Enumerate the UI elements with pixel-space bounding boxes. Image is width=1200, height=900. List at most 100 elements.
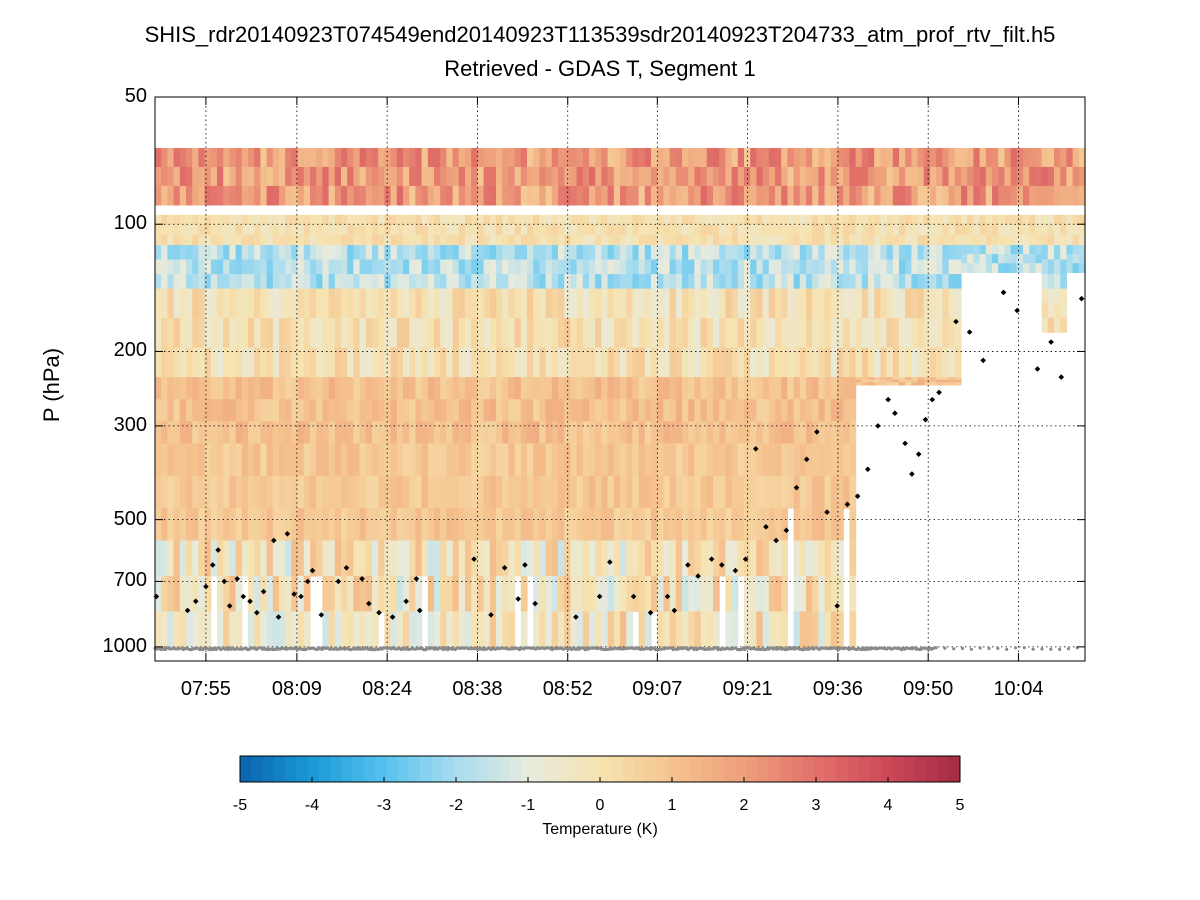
heatmap-cell <box>638 147 646 168</box>
heatmap-cell <box>254 288 261 319</box>
heatmap-cell <box>198 318 206 349</box>
heatmap-cell <box>886 245 894 261</box>
heatmap-cell <box>669 611 677 648</box>
colorbar-segment <box>937 756 950 782</box>
heatmap-cell <box>564 259 571 275</box>
heatmap-cell <box>849 475 857 509</box>
heatmap-cell <box>675 259 683 275</box>
heatmap-cell <box>942 166 950 187</box>
heatmap-cell <box>663 318 671 349</box>
heatmap-cell <box>489 185 497 206</box>
heatmap-cell <box>694 166 702 187</box>
heatmap-cell <box>179 611 187 648</box>
x-tick-label: 09:50 <box>903 678 954 700</box>
heatmap-cell <box>923 318 931 349</box>
heatmap-cell <box>508 288 516 319</box>
heatmap-cell <box>421 288 429 319</box>
heatmap-cell <box>229 611 237 648</box>
heatmap-cell <box>415 234 423 246</box>
heatmap-cell <box>291 318 299 349</box>
heatmap-cell <box>167 399 175 422</box>
heatmap-cell <box>1072 214 1080 226</box>
heatmap-cell <box>248 508 255 542</box>
heatmap-cell <box>607 475 615 509</box>
heatmap-cell <box>973 254 981 264</box>
heatmap-cell <box>434 185 441 206</box>
heatmap-cell <box>365 214 373 226</box>
heatmap-cell <box>297 166 305 187</box>
heatmap-cell <box>471 274 478 290</box>
heatmap-cell <box>279 540 286 577</box>
heatmap-cell <box>601 318 609 349</box>
heatmap-cell <box>204 245 212 261</box>
heatmap-cell <box>700 377 708 400</box>
heatmap-cell <box>799 185 807 206</box>
heatmap-cell <box>744 245 751 261</box>
heatmap-cell <box>793 214 801 226</box>
heatmap-cell <box>310 166 317 187</box>
heatmap-cell <box>713 274 720 290</box>
heatmap-cell <box>582 611 590 648</box>
heatmap-cell <box>651 288 658 319</box>
heatmap-cell <box>446 508 454 542</box>
cloud-top-point <box>793 484 800 491</box>
heatmap-cell <box>415 575 423 612</box>
heatmap-cell <box>806 540 813 577</box>
heatmap-cell <box>210 185 218 206</box>
heatmap-cell <box>1060 214 1067 226</box>
heatmap-cell <box>756 318 764 349</box>
heatmap-cell <box>545 475 553 509</box>
heatmap-cell <box>186 475 193 509</box>
heatmap-cell <box>849 540 857 577</box>
heatmap-cell <box>372 575 379 612</box>
heatmap-cell <box>365 166 373 187</box>
heatmap-cell <box>967 224 974 236</box>
heatmap-cell <box>911 382 919 386</box>
heatmap-cell <box>427 508 435 542</box>
heatmap-cell <box>161 185 168 206</box>
heatmap-cell <box>1066 263 1074 273</box>
heatmap-cell <box>663 377 671 400</box>
heatmap-cell <box>341 508 348 542</box>
heatmap-cell <box>248 185 255 206</box>
heatmap-cell <box>527 245 534 261</box>
heatmap-cell <box>799 475 807 509</box>
heatmap-cell <box>886 377 894 381</box>
heatmap-cell <box>353 443 361 477</box>
heatmap-cell <box>372 185 379 206</box>
heatmap-cell <box>514 234 522 246</box>
heatmap-cell <box>489 399 497 422</box>
heatmap-cell <box>930 382 937 386</box>
heatmap-cell <box>607 421 615 444</box>
heatmap-cell <box>576 288 584 319</box>
heatmap-cell <box>427 540 435 577</box>
heatmap-cell <box>527 421 534 444</box>
heatmap-cell <box>657 166 664 187</box>
heatmap-cell <box>638 166 646 187</box>
heatmap-cell <box>713 166 720 187</box>
heatmap-cell <box>948 379 956 383</box>
heatmap-cell <box>930 377 937 381</box>
heatmap-cell <box>837 214 844 226</box>
heatmap-cell <box>657 224 664 236</box>
heatmap-cell <box>775 347 782 378</box>
heatmap-cell <box>310 421 317 444</box>
heatmap-cell <box>489 443 497 477</box>
heatmap-cell <box>272 575 280 612</box>
heatmap-cell <box>341 259 348 275</box>
heatmap-cell <box>471 245 478 261</box>
heatmap-cell <box>1054 303 1061 319</box>
heatmap-cell <box>787 377 795 400</box>
heatmap-cell <box>403 540 410 577</box>
heatmap-cell <box>328 575 336 612</box>
heatmap-cell <box>570 245 578 261</box>
heatmap-cell <box>421 147 429 168</box>
heatmap-cell <box>483 234 491 246</box>
heatmap-cell <box>558 234 565 246</box>
heatmap-cell <box>155 245 162 261</box>
heatmap-cell <box>750 318 757 349</box>
heatmap-cell <box>359 377 367 400</box>
heatmap-cell <box>186 185 193 206</box>
heatmap-cell <box>675 288 683 319</box>
heatmap-cell <box>341 611 348 648</box>
